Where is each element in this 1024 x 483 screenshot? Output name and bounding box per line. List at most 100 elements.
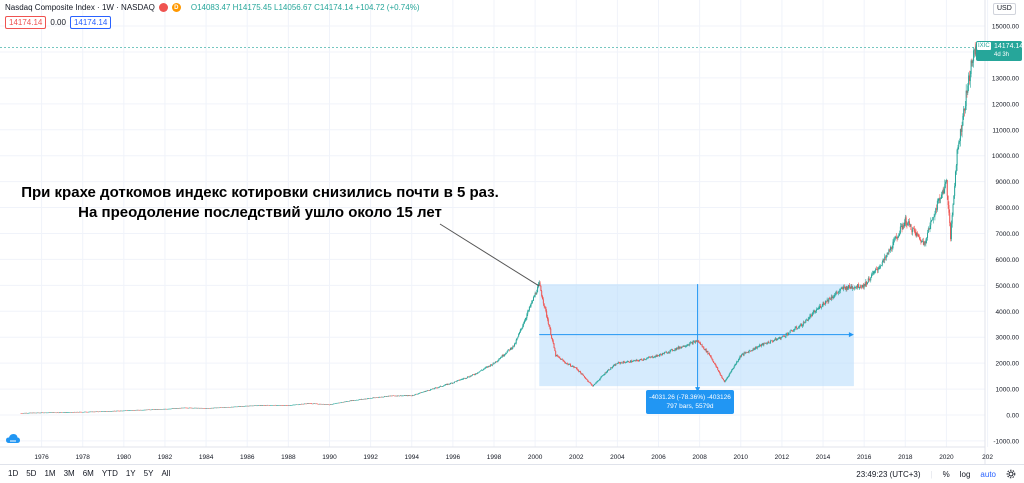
candle-body [929,225,931,229]
candle-body [480,370,482,372]
range-button-3m[interactable]: 3M [63,469,75,478]
candle-body [393,395,395,397]
indicator-dot-red-icon[interactable] [158,3,168,12]
price-chart[interactable]: 15000.0014000.0013000.0012000.0011000.00… [0,0,1024,464]
candle-body [129,410,131,411]
candle-body [310,403,312,404]
candle-body [374,397,376,399]
candle-body [327,404,329,405]
candle-body [954,186,956,196]
candle-body [301,403,303,405]
range-button-all[interactable]: All [161,469,171,478]
candle-body [112,411,114,412]
candle-body [579,371,581,372]
candle-body [817,308,819,310]
candle-body [748,351,750,353]
candle-body [362,399,364,400]
percent-toggle[interactable]: % [942,469,950,479]
candle-body [302,404,304,405]
candle-body [195,407,197,409]
range-button-1m[interactable]: 1M [44,469,56,478]
candle-body [870,277,872,281]
range-button-ytd[interactable]: YTD [101,469,118,478]
candle-body [160,409,162,410]
legend-title: Nasdaq Composite Index · 1W · NASDAQ [5,3,155,12]
cloud-icon[interactable] [5,432,21,444]
candle-body [426,390,428,391]
candle-body [761,343,763,345]
candle-body [540,285,542,292]
candle-body [145,409,147,411]
candle-body [642,360,644,361]
dotcom-annotation[interactable]: При крахе доткомов индекс котировки сниз… [21,184,499,221]
range-button-6m[interactable]: 6M [82,469,94,478]
candle-body [122,410,124,412]
candle-body [89,411,91,413]
range-button-1d[interactable]: 1D [8,469,19,478]
candle-body [743,352,745,355]
candle-body [542,299,544,304]
candle-body [333,403,335,405]
buy-price-badge[interactable]: 14174.14 [69,16,112,29]
candle-body [200,407,202,409]
candle-body [444,384,446,386]
range-button-1y[interactable]: 1Y [125,469,136,478]
candle-body [922,241,924,245]
auto-toggle[interactable]: auto [980,469,996,479]
candle-body [312,403,314,405]
candle-body [226,407,228,408]
clock[interactable]: 23:49:23 (UTC+3) [856,469,921,479]
candle-body [393,395,395,396]
candle-body [174,408,176,409]
candle-body [226,407,228,408]
candle-body [58,412,60,414]
candle-body [831,296,833,299]
candle-body [141,410,143,411]
candle-body [843,286,845,290]
candle-body [583,375,585,377]
candle-body [458,379,460,381]
currency-label[interactable]: USD [993,3,1016,15]
log-toggle[interactable]: log [959,469,971,479]
candle-body [879,266,881,269]
candle-body [594,383,596,385]
candle-body [726,378,728,380]
candle-body [701,344,703,347]
candle-body [586,379,588,380]
candle-body [531,301,533,304]
candle-body [672,349,674,351]
candle-body [791,330,793,332]
candle-body [752,348,754,351]
time-tick-label: 1988 [281,454,296,461]
candle-body [526,314,528,318]
candle-body [793,329,795,331]
candle-body [685,345,687,347]
candle-body [291,404,293,406]
candle-body [528,310,530,312]
candle-body [492,362,494,365]
candle-body [587,379,589,382]
candle-body [472,374,474,376]
candle-body [252,405,254,407]
candle-body [710,356,712,359]
candle-body [801,323,803,327]
gear-icon[interactable] [1006,469,1016,479]
indicator-dot-orange-icon[interactable]: D [171,3,181,12]
candle-body [448,383,450,385]
candle-body [101,411,103,412]
price-tick-label: 13000.00 [992,75,1019,82]
candle-body [287,405,289,406]
candle-body [475,373,477,375]
candle-body [260,405,262,406]
sell-price-badge[interactable]: 14174.14 [5,16,47,29]
range-button-5d[interactable]: 5D [26,469,37,478]
candle-body [612,365,614,367]
candle-body [771,340,773,342]
range-button-5y[interactable]: 5Y [143,469,154,478]
candle-body [732,367,734,370]
candle-body [388,395,390,397]
candle-body [439,386,441,388]
candle-body [48,412,50,413]
candle-body [675,348,677,350]
candle-body [218,407,220,409]
